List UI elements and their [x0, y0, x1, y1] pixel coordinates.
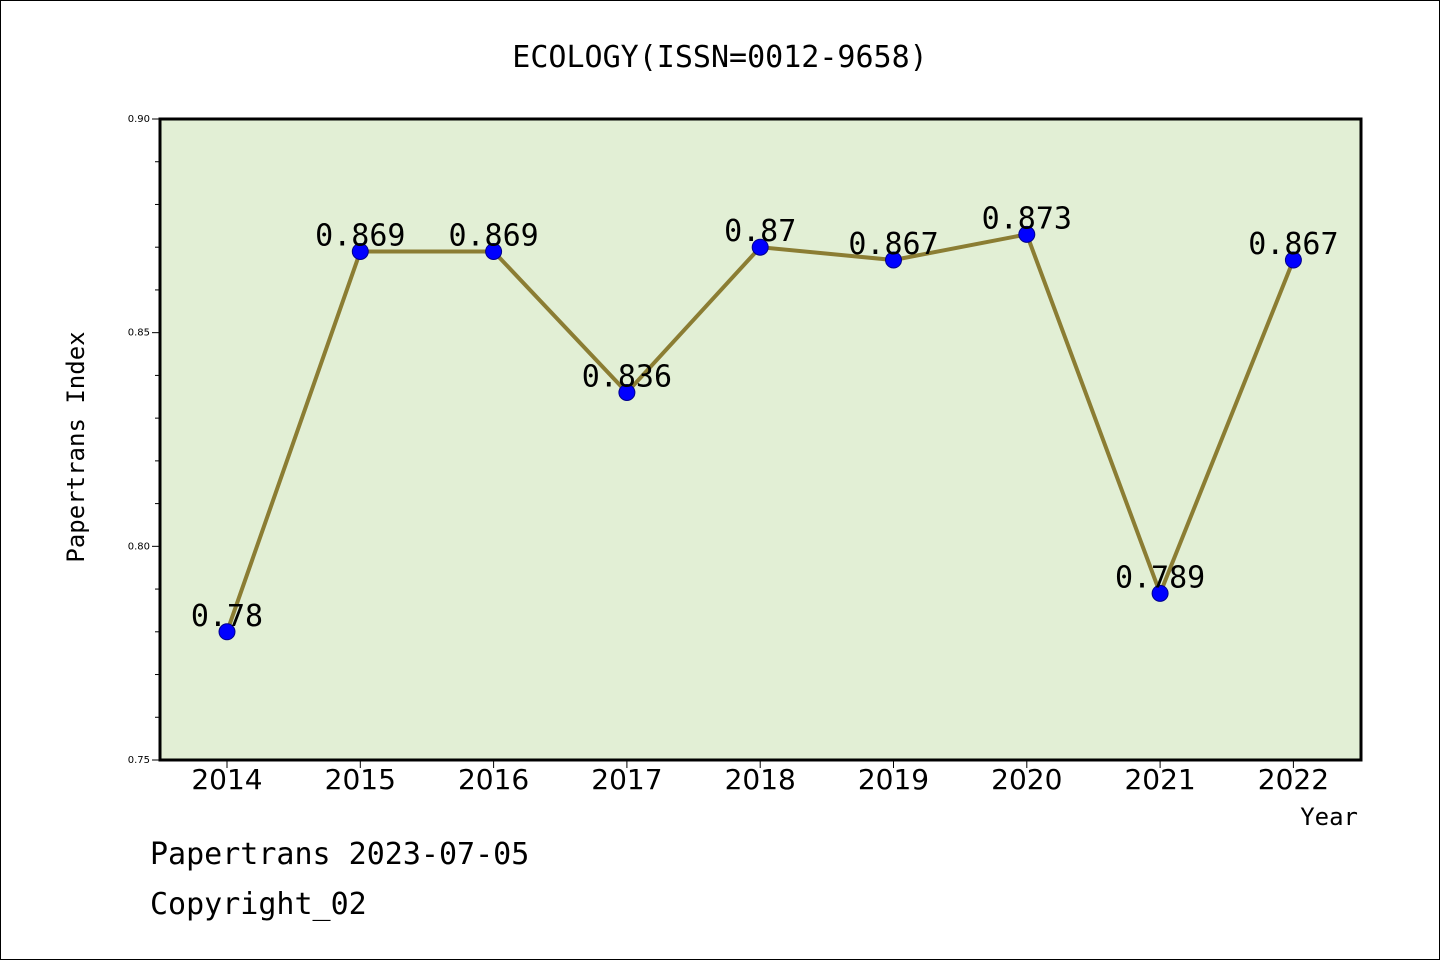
- data-point: [1151, 584, 1169, 602]
- x-tick-label: 2014: [191, 763, 262, 796]
- data-label: 0.867: [1248, 227, 1338, 262]
- x-tick-label: 2022: [1258, 763, 1329, 796]
- data-point: [1284, 251, 1302, 269]
- data-point: [485, 242, 503, 260]
- x-tick-label: 2017: [591, 763, 662, 796]
- data-point: [351, 242, 369, 260]
- footer-copyright: Copyright_02: [150, 887, 367, 922]
- x-tick-label: 2016: [458, 763, 529, 796]
- footer-date: Papertrans 2023-07-05: [150, 837, 529, 872]
- data-point: [618, 383, 636, 401]
- data-point: [218, 623, 236, 641]
- series-0: 0.78 0.869 0.869 0.836 0.87 0.867 0.873 0.789 0.…: [191, 201, 1339, 641]
- x-tick-label: 2020: [991, 763, 1062, 796]
- data-point: [751, 238, 769, 256]
- x-axis: 2014 2015 2016 2017 2018 2019 2020 2021 2022: [191, 760, 1329, 796]
- data-point: [885, 251, 902, 269]
- data-label: 0.78: [191, 599, 263, 634]
- y-tick-label: 0.85: [128, 328, 150, 339]
- x-tick-label: 2015: [325, 763, 396, 796]
- chart-title: ECOLOGY(ISSN=0012-9658): [512, 40, 927, 75]
- y-axis-label: Papertrans Index: [62, 331, 90, 562]
- y-tick-label: 0.80: [128, 541, 150, 552]
- data-point: [1018, 225, 1036, 243]
- x-tick-label: 2019: [858, 763, 929, 796]
- x-tick-label: 2021: [1124, 763, 1195, 796]
- y-axis: 0.75 0.80 0.85 0.90: [128, 114, 160, 766]
- data-label: 0.87: [724, 214, 796, 249]
- data-label: 0.836: [582, 359, 672, 394]
- data-label: 0.789: [1115, 560, 1205, 595]
- y-tick-label: 0.75: [128, 755, 150, 766]
- data-label: 0.873: [982, 201, 1072, 236]
- x-tick-label: 2018: [725, 763, 796, 796]
- plot-area: [158, 117, 1363, 762]
- x-axis-label: Year: [1300, 803, 1358, 831]
- data-label: 0.869: [448, 218, 538, 253]
- data-label: 0.867: [848, 227, 938, 262]
- y-tick-label: 0.90: [128, 114, 150, 125]
- data-label: 0.869: [315, 218, 405, 253]
